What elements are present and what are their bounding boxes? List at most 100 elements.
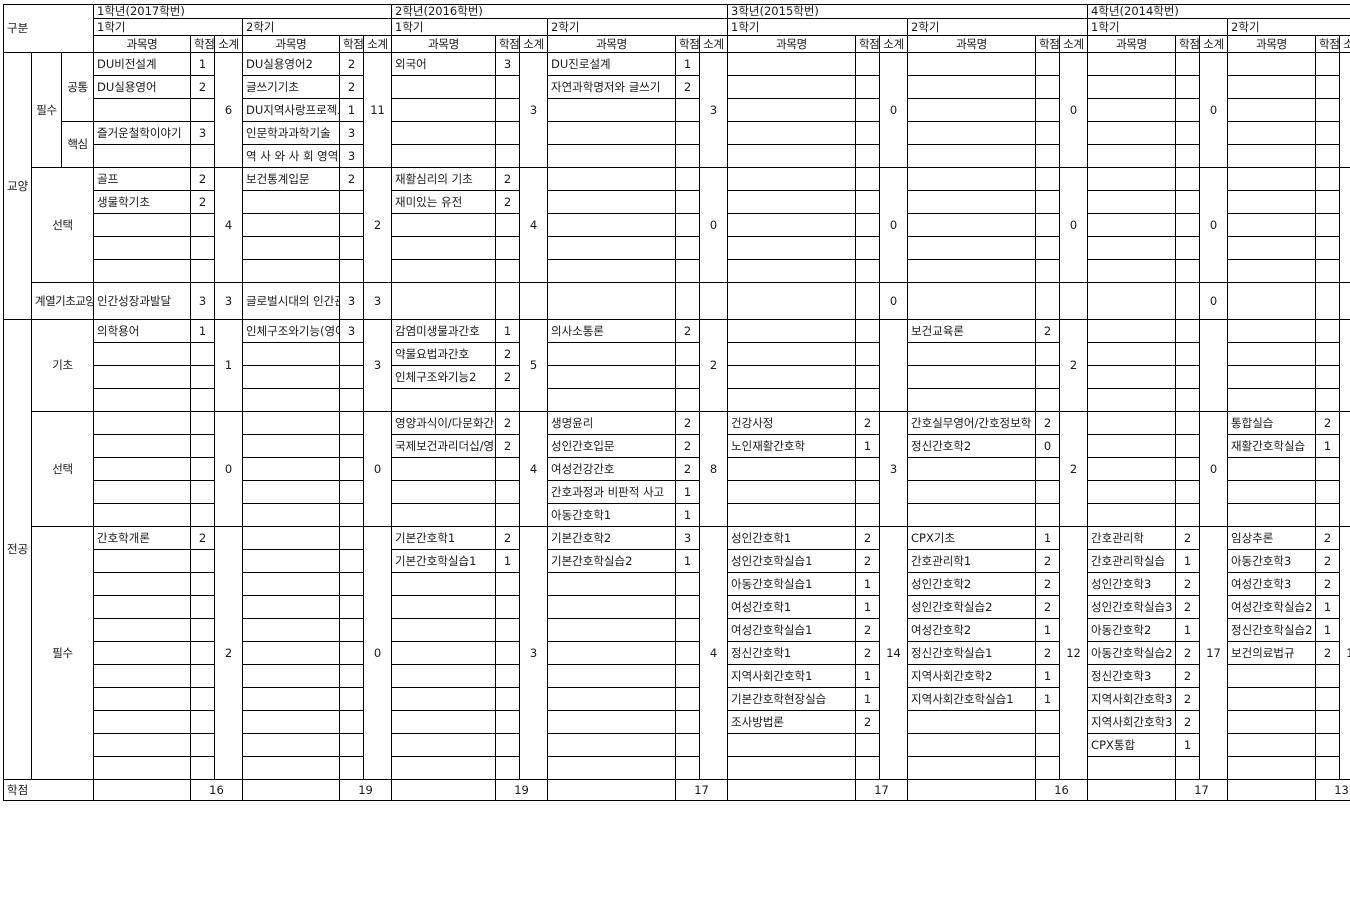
course-credit-empty (190, 259, 215, 284)
course-name: 영양과식이/다문화간호 (391, 411, 497, 436)
course-credit: 2 (1175, 641, 1201, 666)
course-name: 노인재활간호학 (727, 434, 857, 459)
course-credit: 2 (339, 75, 364, 100)
course-name-empty (242, 549, 340, 574)
header-subtotal-4: 소계 (699, 35, 729, 54)
header-credit-2: 학점 (339, 35, 364, 54)
course-name-empty (242, 342, 340, 367)
course-credit-empty (339, 259, 364, 284)
course-credit: 1 (1035, 526, 1061, 551)
course-name-empty (1227, 664, 1317, 689)
course-name-empty (93, 572, 191, 597)
course-name-empty (242, 664, 340, 689)
course-name-empty (242, 503, 340, 528)
course-credit-empty (339, 213, 364, 238)
course-name-empty (242, 365, 340, 390)
course-credit: 1 (1035, 687, 1061, 712)
header-credit-6: 학점 (1035, 35, 1061, 54)
curriculum-body: 구분 1학년(2017학번) 2학년(2016학번) 3학년(2015학번) 4학년(2… (3, 3, 1350, 802)
footer-total-row: 학점 16 19 19 17 17 16 17 13 (3, 779, 1350, 802)
course-name: 성인간호학1 (727, 526, 857, 551)
course-credit-empty (855, 388, 881, 413)
jeongong-pilsu-row: 아동간호학실습1 1 성인간호학2 2 성인간호학3 2 여성간호학3 2 (4, 572, 1350, 597)
course-name: 기본간호학실습1 (391, 549, 497, 574)
course-credit: 1 (339, 98, 364, 123)
course-credit-empty (190, 411, 215, 436)
footer-term-total: 19 (338, 779, 393, 802)
course-credit-empty (855, 733, 881, 758)
course-credit-empty (855, 282, 881, 321)
course-name-empty (727, 342, 857, 367)
subtotal-jeongong-gicho: 3 (362, 319, 393, 413)
course-credit-empty (339, 572, 364, 597)
course-name: 자연과학명저와 글쓰기 (547, 75, 677, 100)
course-name-empty (547, 733, 677, 758)
footer-term-total: 16 (190, 779, 243, 802)
course-name: 건강사정 (727, 411, 857, 436)
course-name-empty (727, 75, 857, 100)
course-credit-empty (1315, 144, 1341, 169)
header-subtotal-1: 소계 (214, 35, 243, 54)
course-credit-empty (190, 664, 215, 689)
course-name-empty (242, 236, 340, 261)
course-name-empty (907, 236, 1037, 261)
header-credit-3: 학점 (495, 35, 521, 54)
course-name-empty (1087, 52, 1177, 77)
subcategory-jeongong-seontaek: 선택 (31, 411, 94, 528)
course-credit-empty (1315, 342, 1341, 367)
course-credit-empty (339, 710, 364, 735)
header-subtotal-3: 소계 (519, 35, 549, 54)
course-name-empty (907, 388, 1037, 413)
header-course-name-2: 과목명 (242, 35, 340, 54)
course-name-empty (1227, 121, 1317, 146)
course-name-empty (547, 664, 677, 689)
header-row-years: 구분 1학년(2017학번) 2학년(2016학번) 3학년(2015학번) 4학년(2… (3, 3, 1350, 54)
course-name-empty (1227, 98, 1317, 123)
course-name-empty (1087, 282, 1177, 321)
jeongong-pilsu-row: 여성간호학실습1 2 여성간호학2 1 아동간호학2 1 정신간호학실습2 1 (4, 618, 1350, 643)
subtotal-gyoyang-seontaek: 0 (1059, 167, 1089, 284)
course-name: 지역사회간호학3 (1087, 687, 1177, 712)
course-name-empty (907, 98, 1037, 123)
course-credit-empty (495, 259, 521, 284)
course-credit-empty (675, 595, 701, 620)
course-name-empty (391, 733, 497, 758)
course-name: 간호실무영어/간호정보학 (907, 411, 1037, 436)
course-credit-empty (190, 434, 215, 459)
course-credit-empty (495, 618, 521, 643)
course-name: 성인간호학실습2 (907, 595, 1037, 620)
footer-spacer (1087, 779, 1177, 802)
course-credit-empty (339, 190, 364, 215)
course-credit: 2 (1035, 641, 1061, 666)
course-credit-empty (1035, 733, 1061, 758)
jeongong-gicho-row (4, 388, 1350, 413)
course-name-empty (1227, 388, 1317, 413)
course-name-empty (727, 503, 857, 528)
subtotal-jeongong-pilsu: 12 (1059, 526, 1089, 781)
gyoyang-pilsu-gongtong-row: DU실용영어 2 글쓰기기초 2 자연과학명저와 글쓰기 2 (4, 75, 1350, 100)
jeongong-pilsu-row: 조사방법론 2 지역사회간호학3 2 (4, 710, 1350, 735)
course-credit-empty (1175, 259, 1201, 284)
subtotal-jeongong-gicho: 2 (1059, 319, 1089, 413)
course-credit-empty (1175, 98, 1201, 123)
course-credit: 1 (1175, 733, 1201, 758)
gyoyang-seontaek-row (4, 236, 1350, 261)
course-name-empty (1087, 75, 1177, 100)
course-name-empty (1087, 388, 1177, 413)
course-name-empty (907, 710, 1037, 735)
course-name-empty (93, 342, 191, 367)
jeongong-pilsu-row: 기본간호학현장실습 1 지역사회간호학실습1 1 지역사회간호학3 2 (4, 687, 1350, 712)
course-credit-empty (675, 342, 701, 367)
course-name-empty (93, 213, 191, 238)
course-credit-empty (1315, 480, 1341, 505)
header-course-name-7: 과목명 (1087, 35, 1177, 54)
course-name-empty (727, 144, 857, 169)
category-jeongong: 전공 (3, 319, 32, 781)
header-credit-1: 학점 (190, 35, 215, 54)
jeongong-seontaek-row: 국제보건과리더십/영상치료와인간심리2성인간호입문2노인재활간호학1정신간호학2… (4, 434, 1350, 459)
course-name-empty (1087, 213, 1177, 238)
header-year-4: 4학년(2014학번) (1087, 3, 1350, 20)
gyoyang-pilsu-haeksim-row: 역 사 와 사 회 영역 3 (4, 144, 1350, 169)
course-credit-empty (1175, 319, 1201, 344)
